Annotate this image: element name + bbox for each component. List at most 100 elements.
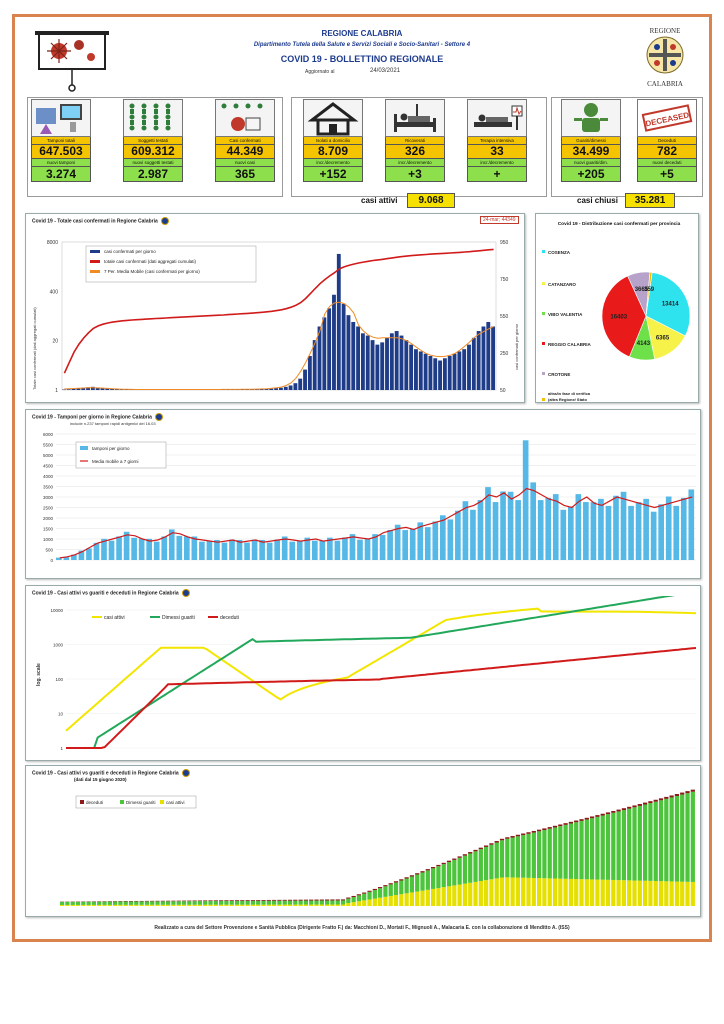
active-cases-bar (181, 904, 187, 906)
deceased-bar (473, 849, 478, 852)
active-cases-bar (277, 904, 282, 906)
active-cases-bar (97, 904, 102, 906)
recovered-bar (420, 872, 425, 891)
y-tick: 10000 (50, 608, 63, 613)
active-cases-bar (605, 879, 611, 906)
active-cases-bar (203, 904, 208, 906)
daily-tests-bar (184, 536, 190, 560)
recovered-bar (113, 901, 118, 905)
deceased-bar (499, 838, 505, 841)
daily-tests-bar (281, 536, 288, 560)
deceased-bar (616, 809, 621, 812)
active-cases-bar (558, 878, 563, 906)
active-cases-bar (314, 904, 319, 906)
active-cases-bar (70, 904, 75, 906)
deceased-bar (510, 836, 515, 838)
recovered-bar (643, 804, 648, 881)
legend-label: CATANZARO (548, 282, 576, 287)
lab-test-icon (31, 99, 91, 137)
daily-tests-bar (379, 534, 386, 560)
deceased-bar (680, 792, 685, 795)
panel-active-vs-recovered: Covid 19 - Casi attivi vs guariti e dece… (25, 585, 701, 761)
active-cases-bar (484, 880, 489, 906)
chart-subtitle: include n.237 tamponi rapidi antigenici … (70, 421, 156, 426)
kpi-tamponi: Tamponi totali 647.503 nuovi tamponi 3.2… (31, 99, 91, 182)
deceased-bar (558, 824, 563, 827)
daily-tests-bar (387, 530, 393, 560)
active-cases-bar (680, 881, 685, 906)
recovered-bar (552, 827, 558, 879)
deceased-bar (579, 819, 584, 821)
recovered-bar (616, 811, 621, 881)
active-cases-bar (457, 884, 462, 906)
daily-cases-bar (476, 331, 481, 390)
daily-cases-bar (110, 388, 115, 390)
kpi-new-value: 2.987 (123, 167, 183, 182)
active-cases-bar (128, 904, 134, 906)
daily-cases-bar (491, 326, 496, 390)
deceased-bar (166, 900, 171, 902)
active-cases-bar (494, 878, 499, 906)
daily-tests-bar (372, 534, 378, 560)
pie-data-label: 359 (644, 287, 655, 293)
active-cases-bar (547, 878, 552, 906)
y-tick-left: 20 (52, 339, 58, 345)
daily-tests-chart: 0 500 1000 1500 2000 2500 3000 3500 4000 4500 5000… (43, 432, 696, 563)
recovered-bar (272, 900, 277, 905)
legend-swatch (542, 372, 545, 375)
daily-cases-bar (389, 333, 394, 390)
deceased-bar (425, 869, 430, 871)
recovered-bar (144, 901, 150, 905)
daily-tests-bar (78, 550, 85, 560)
active-cases-bar (86, 904, 91, 906)
daily-tests-bar (176, 535, 183, 560)
recovered-bar (648, 803, 653, 881)
active-cases-bar (462, 883, 468, 906)
active-cases-bar (123, 904, 128, 906)
active-cases-bar (197, 904, 203, 906)
legend-swatch (542, 282, 545, 285)
active-cases-bar (272, 904, 277, 906)
active-cases-label: casi attivi (361, 196, 398, 205)
deceased-bar (409, 875, 415, 877)
active-cases-bar (171, 904, 176, 906)
y-tick-right: 250 (500, 351, 509, 357)
daily-tests-bar (432, 521, 439, 560)
deceased-bar (287, 899, 293, 901)
active-cases-bar (150, 904, 155, 906)
recovered-bar (277, 900, 282, 905)
daily-tests-bar (56, 557, 62, 560)
deceased-bar (176, 900, 181, 902)
active-cases-bar (134, 904, 139, 906)
deceased-bar (351, 895, 356, 898)
active-cases-bar (256, 904, 261, 906)
kpi-new-value: + (467, 167, 527, 182)
legend-swatch (542, 398, 545, 401)
daily-tests-bar (274, 539, 280, 560)
daily-tests-bar (613, 495, 619, 560)
active-cases-bar (478, 881, 483, 906)
kpi-new-label: incr./decremento (385, 159, 445, 167)
deceased-bar (372, 888, 377, 891)
daily-cases-bar (452, 353, 457, 390)
deceased-bar (303, 899, 309, 901)
active-cases-bar (319, 904, 324, 906)
kpi-terapia: Terapia intensiva 33 incr./decremento + (467, 99, 527, 182)
recovered-bar (197, 901, 203, 905)
daily-tests-bar (665, 496, 672, 560)
y-tick: 2000 (43, 516, 54, 521)
recovered-bar (203, 901, 208, 905)
daily-cases-bar (264, 388, 269, 390)
daily-tests-bar (470, 509, 476, 560)
legend-label: altra/in fase di verifica (548, 391, 591, 396)
recovered-bar (256, 900, 261, 905)
daily-tests-bar (598, 498, 604, 560)
daily-tests-bar (214, 540, 220, 560)
recovered-bar (436, 866, 441, 889)
daily-tests-bar (93, 542, 100, 560)
active-cases-bar (584, 879, 589, 906)
deceased-bar (213, 900, 218, 902)
active-cases-bar (378, 897, 383, 906)
daily-cases-bar (409, 344, 414, 390)
deceased-bar (181, 900, 187, 902)
